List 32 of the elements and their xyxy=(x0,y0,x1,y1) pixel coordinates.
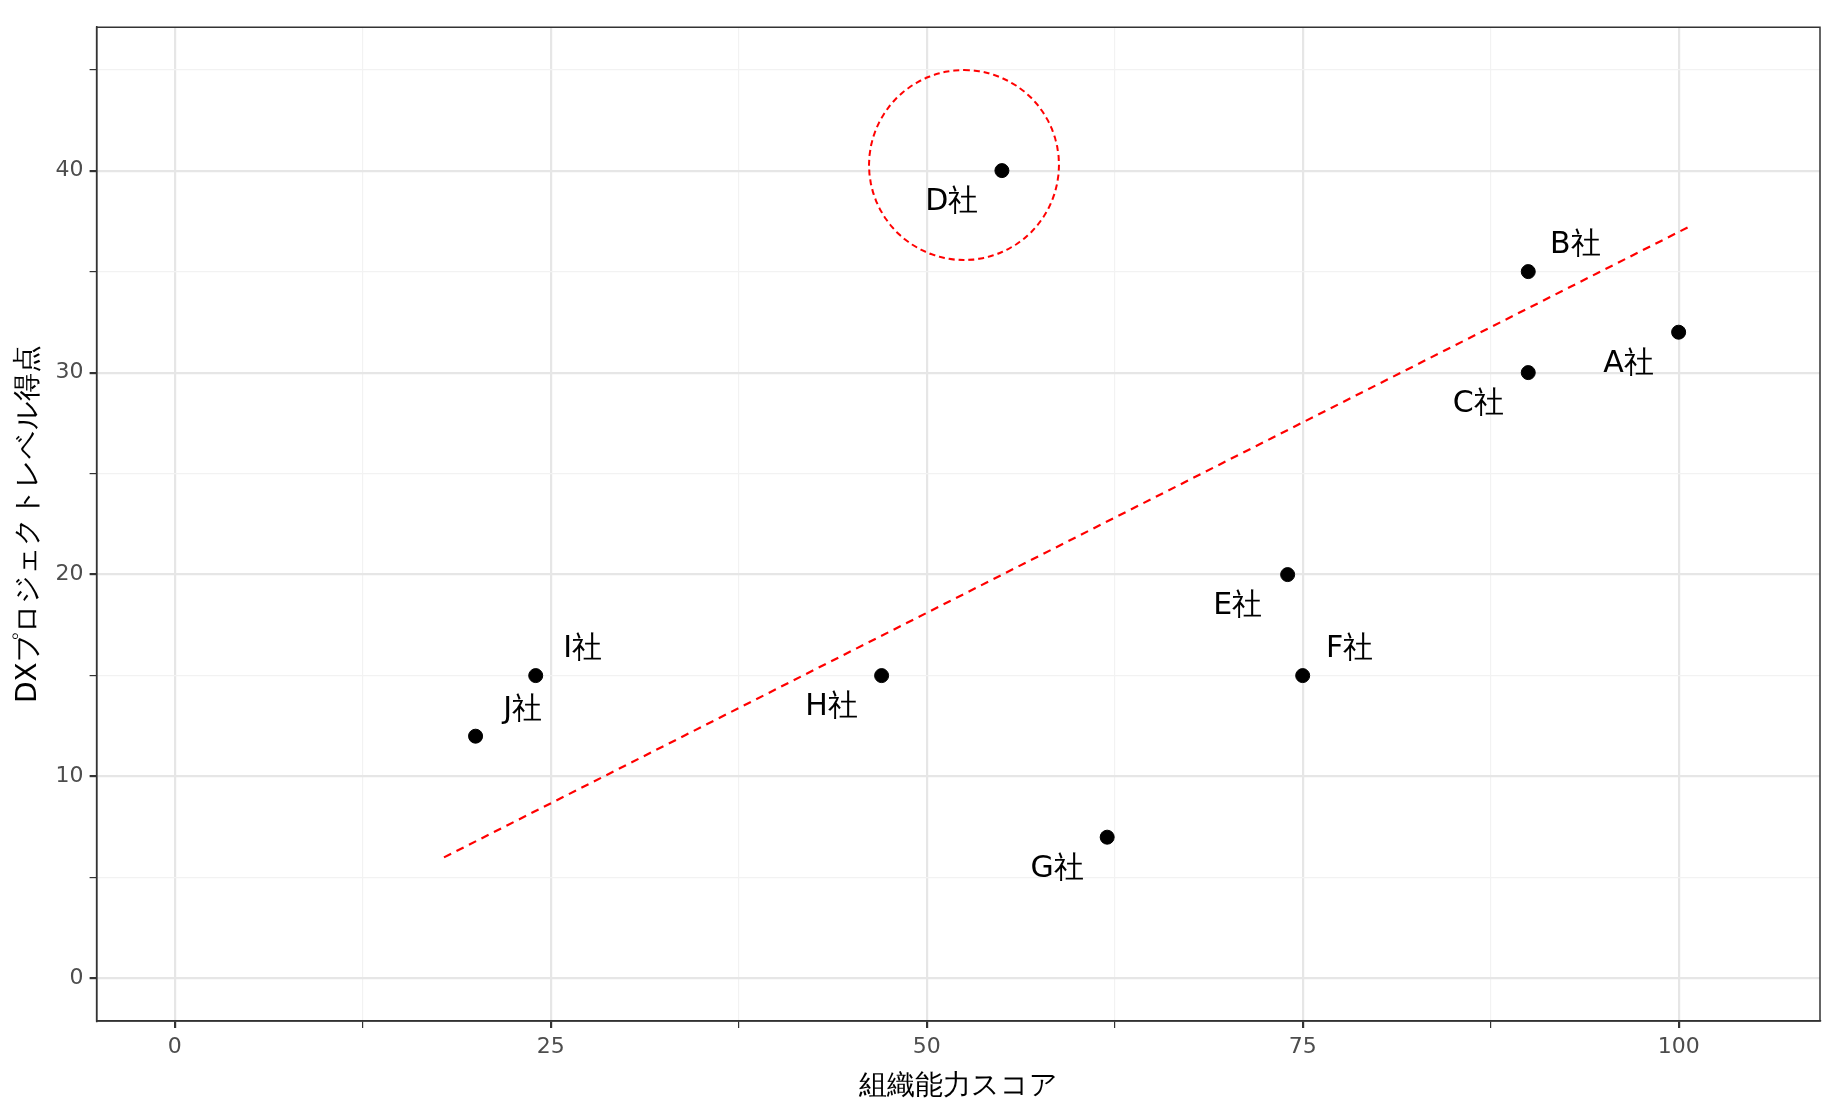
y-tick-label: 30 xyxy=(55,358,84,384)
point xyxy=(468,728,484,744)
y-tick-label: 20 xyxy=(55,560,84,586)
y-axis-title: DXプロジェクトレベル得点 xyxy=(10,345,44,703)
annotation: A社 xyxy=(1603,344,1654,379)
annotation: I社 xyxy=(563,629,603,665)
annotation: F社 xyxy=(1326,629,1374,665)
point xyxy=(1099,829,1115,845)
point xyxy=(874,668,890,684)
x-tick-label: 25 xyxy=(536,1032,565,1058)
x-axis-title: 組織能力スコア xyxy=(857,1068,1058,1102)
annotation: J社 xyxy=(501,689,542,725)
annotation: E社 xyxy=(1213,586,1263,622)
point xyxy=(994,163,1010,179)
x-tick-label: 100 xyxy=(1657,1032,1700,1058)
annotation: C社 xyxy=(1452,384,1504,420)
point xyxy=(1520,264,1536,280)
x-tick-label: 75 xyxy=(1288,1032,1317,1058)
annotation: H社 xyxy=(805,687,858,723)
point xyxy=(1280,567,1296,583)
point xyxy=(1295,668,1311,684)
x-tick-label: 50 xyxy=(912,1032,941,1058)
annotation: G社 xyxy=(1030,848,1084,884)
annotation: D社 xyxy=(925,182,979,218)
y-tick-label: 40 xyxy=(55,156,84,182)
y-tick-label: 10 xyxy=(55,762,84,788)
point xyxy=(1520,365,1536,381)
x-tick-label: 0 xyxy=(167,1032,182,1058)
point xyxy=(1671,324,1687,340)
y-tick-label: 0 xyxy=(69,964,84,990)
point xyxy=(528,668,544,684)
annotation: B社 xyxy=(1549,225,1601,261)
